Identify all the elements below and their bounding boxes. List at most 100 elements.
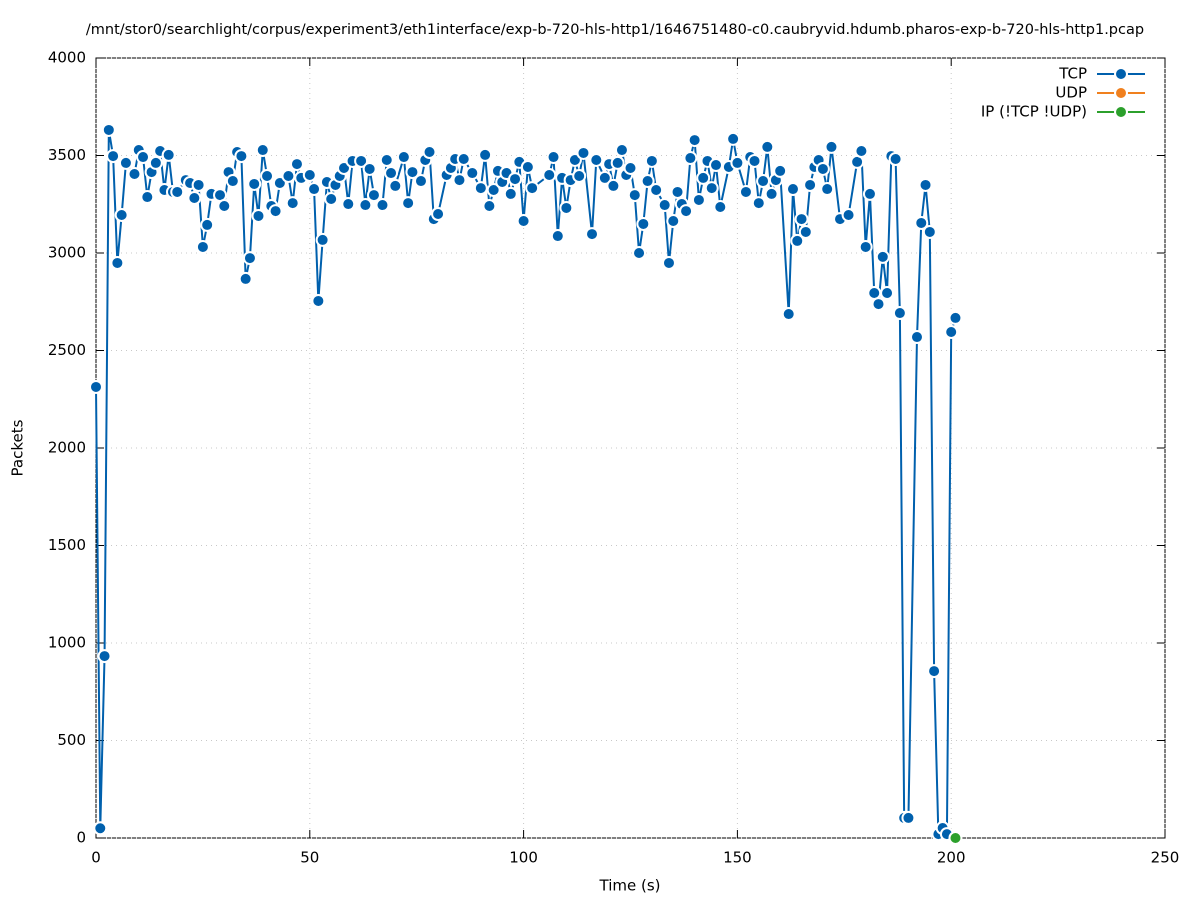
data-point bbox=[918, 177, 933, 192]
data-point bbox=[862, 186, 877, 201]
data-point bbox=[255, 143, 270, 158]
y-tick-label: 3000 bbox=[48, 244, 86, 262]
x-tick-label: 50 bbox=[300, 849, 319, 867]
data-point bbox=[388, 178, 403, 193]
data-point bbox=[366, 188, 381, 203]
data-point bbox=[880, 285, 895, 300]
legend-label: IP (!TCP !UDP) bbox=[981, 103, 1087, 121]
data-point bbox=[824, 139, 839, 154]
data-point bbox=[632, 246, 647, 260]
data-point bbox=[405, 165, 420, 180]
data-point bbox=[106, 149, 121, 164]
data-point bbox=[726, 131, 741, 146]
data-point bbox=[756, 174, 771, 189]
data-point bbox=[281, 168, 296, 183]
data-point bbox=[858, 239, 873, 254]
legend-marker bbox=[1114, 67, 1128, 81]
data-point bbox=[751, 196, 766, 211]
data-point bbox=[520, 160, 535, 175]
data-point bbox=[738, 184, 753, 199]
data-point bbox=[696, 170, 711, 185]
data-point bbox=[576, 145, 591, 160]
data-point bbox=[482, 199, 497, 214]
data-point bbox=[354, 153, 369, 168]
data-point bbox=[657, 198, 672, 213]
data-point bbox=[704, 181, 719, 196]
data-point bbox=[691, 192, 706, 207]
data-point bbox=[238, 271, 253, 286]
y-tick-label: 3500 bbox=[48, 146, 86, 164]
data-point bbox=[760, 139, 775, 154]
data-point bbox=[187, 191, 202, 206]
data-point bbox=[473, 181, 488, 196]
data-point bbox=[948, 310, 963, 325]
data-point bbox=[785, 182, 800, 197]
data-point bbox=[679, 204, 694, 219]
y-tick-label: 4000 bbox=[48, 49, 86, 67]
data-point bbox=[927, 664, 942, 679]
data-point bbox=[341, 197, 356, 212]
data-point bbox=[251, 208, 266, 223]
series-line bbox=[95, 128, 957, 836]
data-point bbox=[901, 810, 916, 825]
data-point bbox=[465, 166, 480, 181]
data-point bbox=[815, 161, 830, 176]
data-point bbox=[401, 196, 416, 211]
data-point bbox=[200, 217, 215, 232]
data-point bbox=[914, 215, 929, 230]
legend-marker bbox=[1114, 86, 1128, 100]
data-point bbox=[875, 249, 890, 264]
data-point bbox=[640, 174, 655, 189]
data-point bbox=[358, 198, 373, 213]
data-point bbox=[234, 149, 249, 164]
data-point bbox=[260, 168, 275, 183]
data-point bbox=[247, 176, 262, 191]
data-point bbox=[687, 133, 702, 148]
data-point bbox=[764, 186, 779, 201]
data-point bbox=[709, 158, 724, 173]
data-point bbox=[268, 204, 283, 219]
data-point bbox=[307, 182, 322, 197]
x-tick-label: 0 bbox=[91, 849, 101, 867]
data-point bbox=[413, 174, 428, 189]
data-point bbox=[747, 153, 762, 168]
data-point bbox=[114, 207, 129, 222]
data-point bbox=[379, 152, 394, 167]
data-point bbox=[773, 163, 788, 178]
data-point bbox=[431, 207, 446, 221]
data-point bbox=[798, 224, 813, 239]
x-axis-label: Time (s) bbox=[599, 877, 661, 895]
data-point bbox=[110, 255, 125, 270]
data-point bbox=[225, 174, 240, 189]
data-point bbox=[127, 167, 142, 182]
x-tick-label: 250 bbox=[1151, 849, 1180, 867]
data-point bbox=[362, 161, 377, 176]
y-tick-label: 1500 bbox=[48, 536, 86, 554]
data-point bbox=[93, 821, 108, 836]
data-point bbox=[324, 191, 339, 206]
x-tick-label: 150 bbox=[723, 849, 752, 867]
data-point bbox=[195, 239, 210, 254]
data-point bbox=[909, 330, 924, 345]
data-point bbox=[161, 147, 176, 162]
data-point bbox=[644, 153, 659, 168]
data-point bbox=[559, 200, 574, 215]
data-point bbox=[542, 168, 557, 182]
data-point bbox=[422, 144, 437, 159]
y-tick-label: 1000 bbox=[48, 634, 86, 652]
data-point bbox=[683, 151, 698, 166]
x-tick-label: 100 bbox=[509, 849, 538, 867]
data-point bbox=[892, 306, 907, 321]
data-point bbox=[803, 177, 818, 192]
data-point bbox=[944, 324, 959, 339]
data-point bbox=[525, 181, 540, 196]
data-point bbox=[148, 155, 163, 170]
data-point bbox=[170, 184, 185, 199]
data-point bbox=[550, 229, 565, 244]
data-point bbox=[456, 152, 471, 167]
data-point bbox=[610, 155, 625, 170]
data-point bbox=[217, 199, 232, 214]
data-point bbox=[486, 183, 501, 198]
data-point bbox=[242, 251, 257, 266]
